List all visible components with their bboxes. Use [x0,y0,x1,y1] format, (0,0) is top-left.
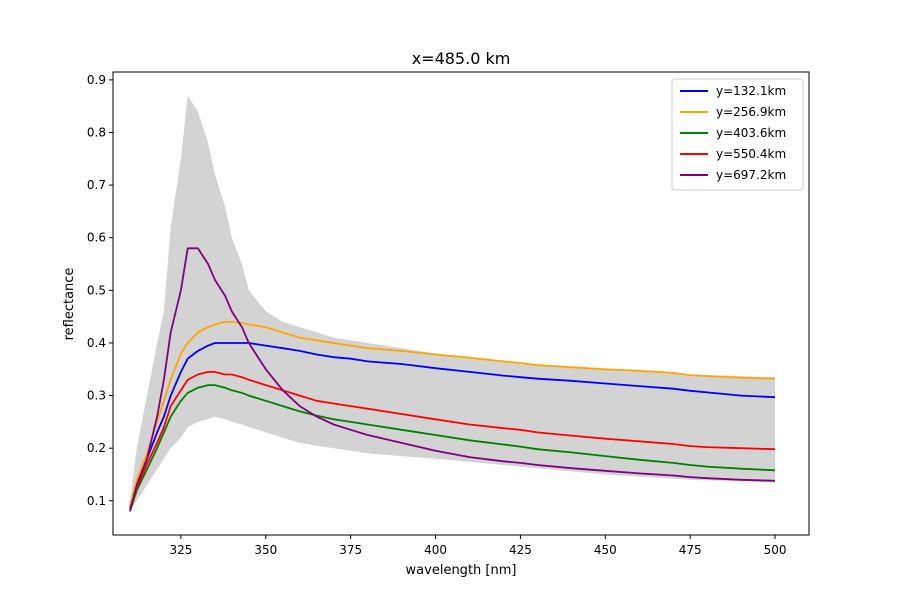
x-tick-label: 450 [594,543,617,557]
y-tick-label: 0.1 [87,494,106,508]
series-line-5 [129,247,776,512]
plot-frame [112,71,810,536]
envelope-band [130,95,775,512]
y-tick-label: 0.3 [87,389,106,403]
y-tick-label: 0.4 [87,336,106,350]
x-tick-label: 350 [254,543,277,557]
x-axis-label: wavelength [nm] [406,563,517,578]
x-tick-label: 375 [339,543,362,557]
y-tick-label: 0.9 [87,73,106,87]
series-line-1 [129,342,776,509]
series-line-3 [129,384,776,512]
series-layer [129,247,776,512]
y-axis-ticks: 0.1 0.2 0.3 0.4 0.5 0.6 0.7 0.8 0.9 [87,73,113,508]
x-tick-label: 400 [424,543,447,557]
x-tick-label: 425 [509,543,532,557]
legend-label: y=550.4km [716,147,786,161]
legend-label: y=256.9km [716,105,786,119]
chart-title: x=485.0 km [412,49,511,68]
envelope-layer [130,95,775,512]
legend: y=132.1km y=256.9km y=403.6km y=550.4km y=69… [671,78,804,191]
y-axis-label: reflectance [62,268,77,341]
legend-label: y=403.6km [716,126,786,140]
series-line-4 [129,370,776,509]
y-tick-label: 0.6 [87,231,106,245]
x-axis-ticks: 325 350 375 400 425 450 475 500 [169,535,787,557]
y-tick-label: 0.5 [87,283,106,297]
y-tick-label: 0.8 [87,126,106,140]
series-line-2 [129,320,776,507]
x-tick-label: 500 [764,543,787,557]
legend-label: y=132.1km [716,84,786,98]
x-tick-label: 475 [679,543,702,557]
y-tick-label: 0.7 [87,178,106,192]
legend-label: y=697.2km [716,168,786,182]
x-tick-label: 325 [169,543,192,557]
legend-box [671,78,804,191]
y-tick-label: 0.2 [87,441,106,455]
